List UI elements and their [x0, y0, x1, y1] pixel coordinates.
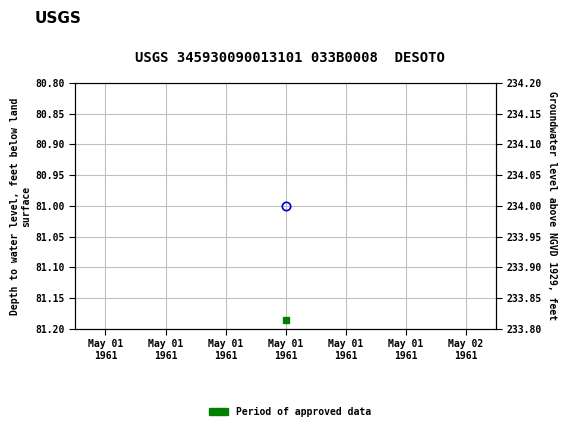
Text: USGS: USGS	[35, 12, 82, 26]
Text: USGS 345930090013101 033B0008  DESOTO: USGS 345930090013101 033B0008 DESOTO	[135, 51, 445, 65]
Legend: Period of approved data: Period of approved data	[205, 403, 375, 421]
Bar	[1, 3, 68, 35]
Y-axis label: Depth to water level, feet below land
surface: Depth to water level, feet below land su…	[10, 97, 31, 315]
Y-axis label: Groundwater level above NGVD 1929, feet: Groundwater level above NGVD 1929, feet	[547, 92, 557, 320]
